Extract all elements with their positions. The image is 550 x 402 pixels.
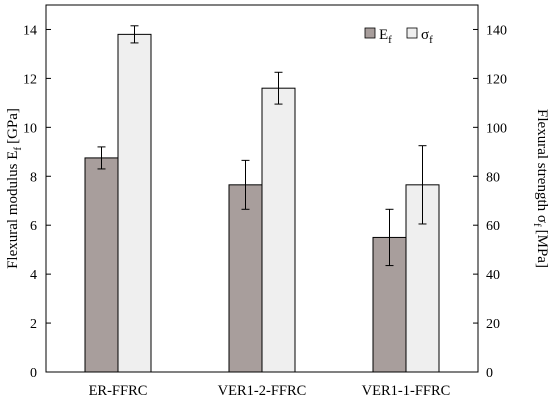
- right-tick-label: 60: [486, 219, 500, 234]
- right-tick-label: 120: [486, 72, 507, 87]
- plot-frame: [45, 4, 479, 373]
- right-tick-label: 80: [486, 170, 500, 185]
- bars: [84, 33, 440, 373]
- left-tick-label: 4: [30, 268, 37, 283]
- left-tick-label: 2: [30, 317, 37, 332]
- category-label: VER1-1-FFRC: [362, 383, 451, 399]
- category-labels: ER-FFRC VER1-2-FFRC VER1-1-FFRC: [89, 383, 451, 399]
- left-tick-label: 10: [23, 121, 37, 136]
- bar-modulus: [84, 157, 119, 373]
- right-tick-label: 0: [486, 366, 493, 381]
- category-label: VER1-2-FFRC: [218, 383, 307, 399]
- error-bars: [97, 25, 427, 267]
- legend: Ef σf: [364, 27, 433, 46]
- left-tick-label: 14: [23, 23, 37, 38]
- left-tick-label: 12: [23, 72, 37, 87]
- left-tick-label: 6: [30, 219, 37, 234]
- right-axis-title: Flexural strength σf[MPa]: [531, 109, 550, 268]
- bar-strength: [261, 87, 296, 373]
- category-label: ER-FFRC: [89, 383, 148, 399]
- right-tick-label: 20: [486, 317, 500, 332]
- left-axis-title: Flexural modulus Ef[GPa]: [5, 108, 24, 269]
- legend-label-modulus: Ef: [379, 27, 392, 46]
- left-tick-label: 0: [30, 366, 37, 381]
- left-axis-unit: [GPa]: [5, 108, 21, 144]
- right-tick-label: 140: [486, 23, 507, 38]
- left-axis-ticks: 0 2 4 6 8 10 12 14: [23, 23, 51, 381]
- legend-swatch-modulus: [364, 27, 376, 39]
- right-axis-ticks: 0 20 40 60 80 100 120 140: [473, 23, 507, 381]
- legend-label-strength: σf: [421, 27, 433, 46]
- left-tick-label: 8: [30, 170, 37, 185]
- right-axis-unit: [MPa]: [534, 230, 550, 268]
- right-tick-label: 40: [486, 268, 500, 283]
- legend-swatch-strength: [406, 27, 418, 39]
- bar-modulus: [228, 184, 263, 373]
- bar-strength: [117, 33, 152, 373]
- right-tick-label: 100: [486, 121, 507, 136]
